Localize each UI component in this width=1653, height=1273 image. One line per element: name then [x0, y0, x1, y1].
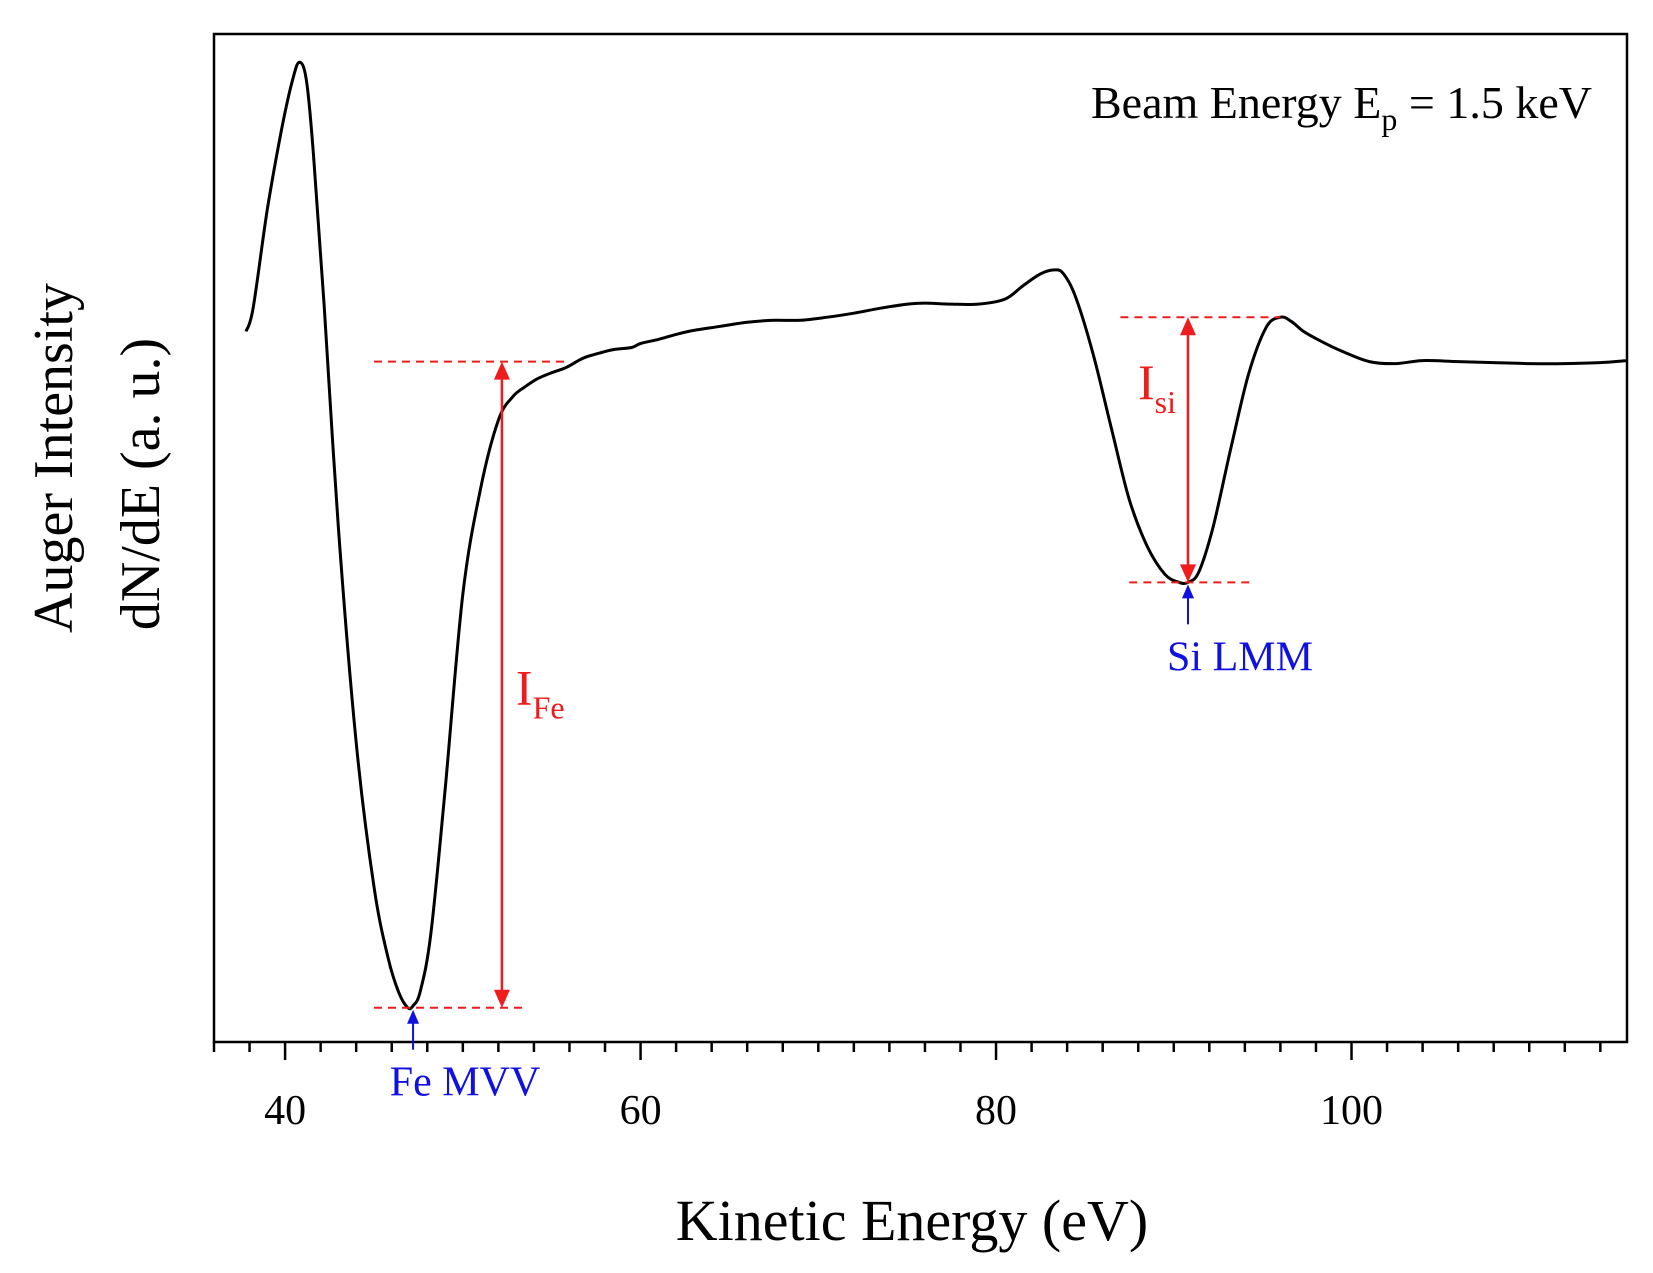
peak-marker-fe: Fe MVV [390, 1009, 541, 1106]
x-axis-ticks [212, 1042, 1602, 1060]
intensity-label-fe: IFe [516, 660, 565, 726]
intensity-label-si: Isi [1138, 354, 1176, 420]
arrow-head-up [493, 361, 510, 380]
arrow-head-up [1179, 317, 1196, 336]
x-tick-label: 80 [975, 1088, 1017, 1134]
x-tick-label: 60 [620, 1088, 662, 1134]
peak-marker-si: Si LMM [1167, 584, 1313, 680]
beam-energy-label: Beam Energy Ep = 1.5 keV [1091, 77, 1592, 137]
spectrum-curve [244, 60, 1628, 1011]
plot-frame [212, 32, 1629, 1044]
peak-labels: Fe MVV Si LMM [390, 584, 1313, 1106]
intensity-annotations: IFe Isi [373, 316, 1281, 1009]
x-axis-label: Kinetic Energy (eV) [676, 1188, 1148, 1253]
peak-label-fe: Fe MVV [390, 1060, 541, 1106]
y-axis-label-line2: dN/dE (a. u.) [110, 338, 172, 630]
y-axis-label-line1: Auger Intensity [23, 283, 85, 633]
arrow-head-down [493, 989, 510, 1008]
intensity-marker-fe: IFe [373, 360, 570, 1009]
arrow-head-down [1179, 564, 1196, 583]
peak-arrow-head [1181, 584, 1194, 599]
peak-arrow-head [407, 1009, 420, 1024]
intensity-marker-si: Isi [1120, 316, 1281, 584]
x-tick-label: 40 [264, 1088, 306, 1134]
peak-label-si: Si LMM [1167, 634, 1313, 680]
x-axis-tick-labels: 40 60 80 100 [264, 1088, 1383, 1134]
x-tick-label: 100 [1320, 1088, 1383, 1134]
